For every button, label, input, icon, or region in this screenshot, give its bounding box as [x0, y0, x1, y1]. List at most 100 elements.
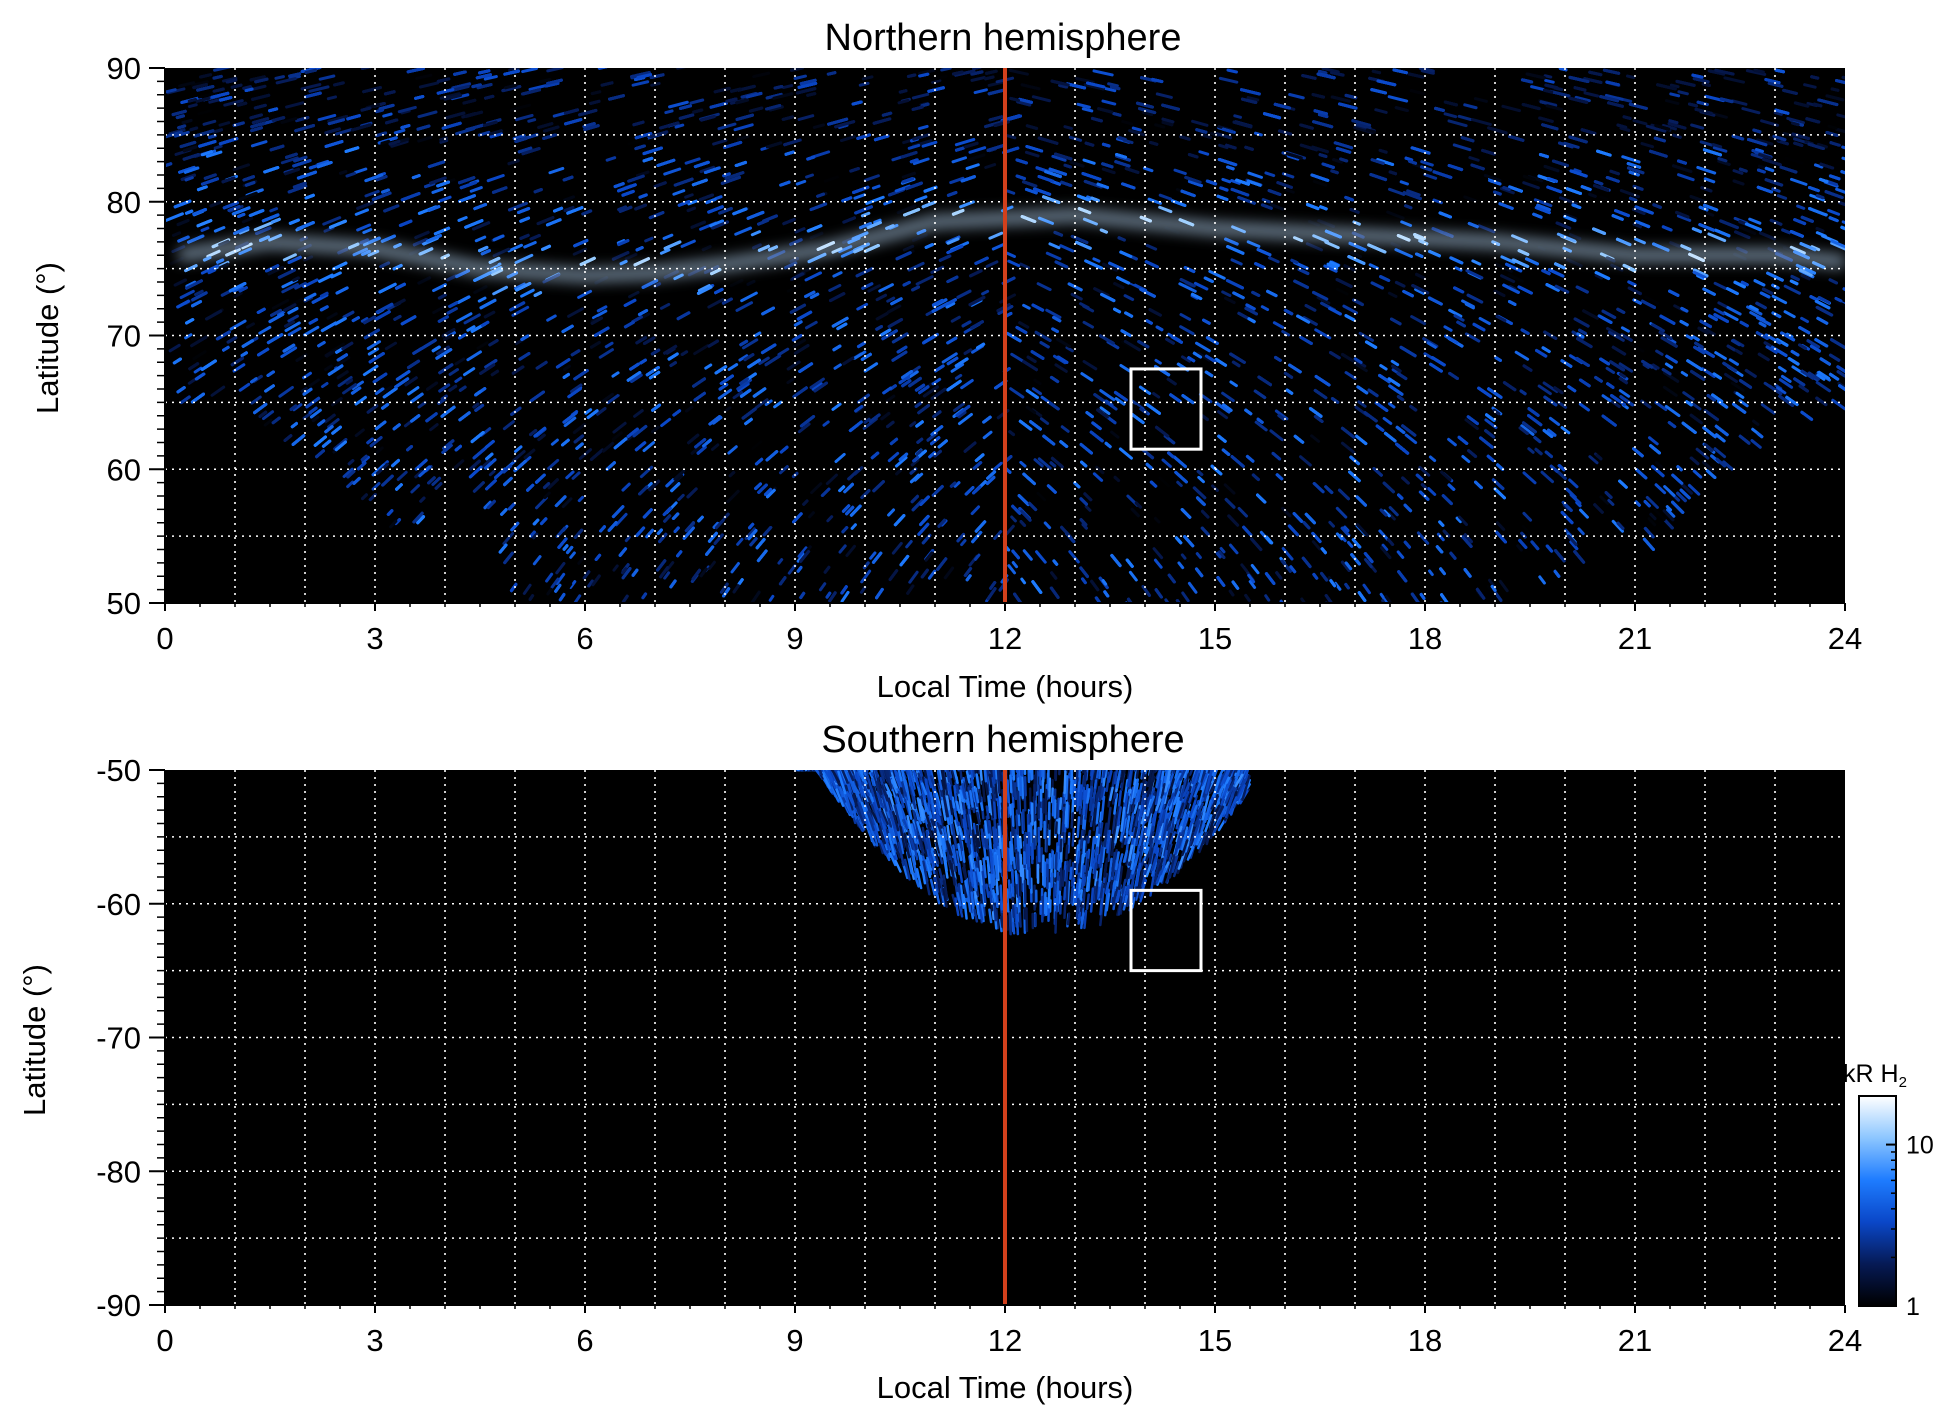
emission-streak	[466, 325, 476, 332]
emission-streak	[439, 139, 449, 144]
emission-streak	[280, 346, 298, 358]
emission-streak	[1019, 460, 1027, 468]
emission-streak	[1032, 265, 1041, 271]
emission-streak	[1312, 179, 1328, 187]
emission-streak	[1107, 82, 1119, 88]
emission-streak	[354, 395, 367, 406]
emission-streak	[1068, 550, 1080, 564]
emission-streak	[1147, 197, 1163, 205]
emission-streak	[1577, 527, 1585, 536]
emission-streak	[1118, 447, 1133, 460]
emission-streak	[659, 302, 671, 310]
emission-streak	[1644, 295, 1660, 305]
emission-streak	[1228, 543, 1239, 555]
emission-streak	[1045, 308, 1062, 319]
emission-streak	[366, 340, 382, 350]
emission-streak	[278, 385, 294, 398]
emission-streak	[1362, 583, 1371, 595]
emission-streak	[1009, 387, 1025, 399]
emission-streak	[1240, 563, 1249, 573]
emission-streak	[887, 508, 896, 517]
emission-streak	[612, 564, 619, 572]
emission-streak	[535, 496, 548, 510]
emission-streak	[672, 189, 686, 196]
emission-streak	[717, 388, 733, 400]
emission-streak	[1732, 169, 1744, 175]
emission-streak	[1387, 402, 1396, 409]
emission-streak	[941, 352, 958, 364]
emission-streak	[1388, 506, 1399, 517]
emission-streak	[644, 236, 654, 243]
emission-streak	[1540, 470, 1555, 484]
emission-streak	[680, 239, 696, 248]
emission-streak	[1123, 294, 1135, 302]
emission-streak	[624, 535, 631, 543]
emission-streak	[1741, 107, 1761, 115]
emission-streak	[1191, 119, 1209, 127]
emission-streak	[463, 313, 481, 325]
emission-streak	[930, 79, 942, 84]
emission-streak	[1082, 304, 1095, 313]
emission-streak	[573, 594, 582, 603]
emission-streak	[1810, 245, 1821, 252]
emission-streak	[1621, 155, 1641, 164]
emission-streak	[1574, 95, 1591, 103]
emission-streak	[550, 577, 560, 589]
emission-streak	[642, 441, 656, 453]
emission-streak	[1655, 349, 1664, 356]
emission-streak	[993, 530, 1003, 540]
emission-streak	[1033, 458, 1044, 468]
emission-streak	[1237, 507, 1249, 518]
emission-streak	[1388, 187, 1406, 196]
emission-streak	[1092, 472, 1104, 482]
emission-streak	[909, 421, 917, 428]
emission-streak	[663, 571, 671, 580]
emission-streak	[241, 216, 254, 224]
emission-streak	[1800, 316, 1810, 324]
emission-streak	[1803, 83, 1817, 89]
emission-streak	[429, 423, 439, 432]
emission-streak	[354, 208, 370, 216]
emission-streak	[1368, 263, 1380, 270]
emission-streak	[474, 235, 487, 243]
emission-streak	[1181, 355, 1191, 363]
emission-streak	[853, 193, 866, 200]
emission-streak	[258, 325, 272, 335]
emission-streak	[351, 380, 364, 391]
emission-streak	[1537, 384, 1552, 396]
emission-streak	[873, 218, 882, 224]
emission-streak	[1664, 362, 1674, 369]
emission-streak	[1632, 119, 1648, 126]
emission-streak	[1651, 363, 1660, 370]
emission-streak	[908, 448, 916, 455]
emission-streak	[624, 252, 638, 261]
emission-streak	[1031, 95, 1051, 103]
emission-streak	[950, 315, 961, 323]
emission-streak	[417, 401, 427, 409]
emission-streak	[1358, 331, 1375, 342]
emission-streak	[371, 481, 381, 491]
emission-streak	[987, 80, 1006, 87]
emission-streak	[326, 312, 338, 320]
emission-streak	[384, 341, 398, 351]
emission-streak	[1008, 68, 1029, 76]
emission-streak	[1145, 243, 1158, 251]
emission-streak	[1607, 330, 1625, 342]
emission-streak	[1010, 352, 1025, 363]
emission-streak	[1735, 391, 1745, 399]
emission-streak	[1119, 363, 1133, 374]
emission-streak	[1128, 129, 1146, 137]
emission-streak	[1835, 187, 1845, 194]
emission-streak	[1717, 301, 1730, 309]
emission-streak	[1346, 540, 1354, 548]
emission-streak	[822, 420, 830, 427]
emission-streak	[454, 357, 466, 366]
emission-streak	[1379, 364, 1388, 371]
emission-streak	[869, 551, 877, 560]
emission-streak	[512, 449, 526, 463]
emission-streak	[1455, 516, 1462, 524]
emission-streak	[1406, 189, 1421, 197]
emission-streak	[805, 173, 814, 179]
emission-streak	[1647, 436, 1659, 446]
emission-streak	[1110, 430, 1120, 439]
